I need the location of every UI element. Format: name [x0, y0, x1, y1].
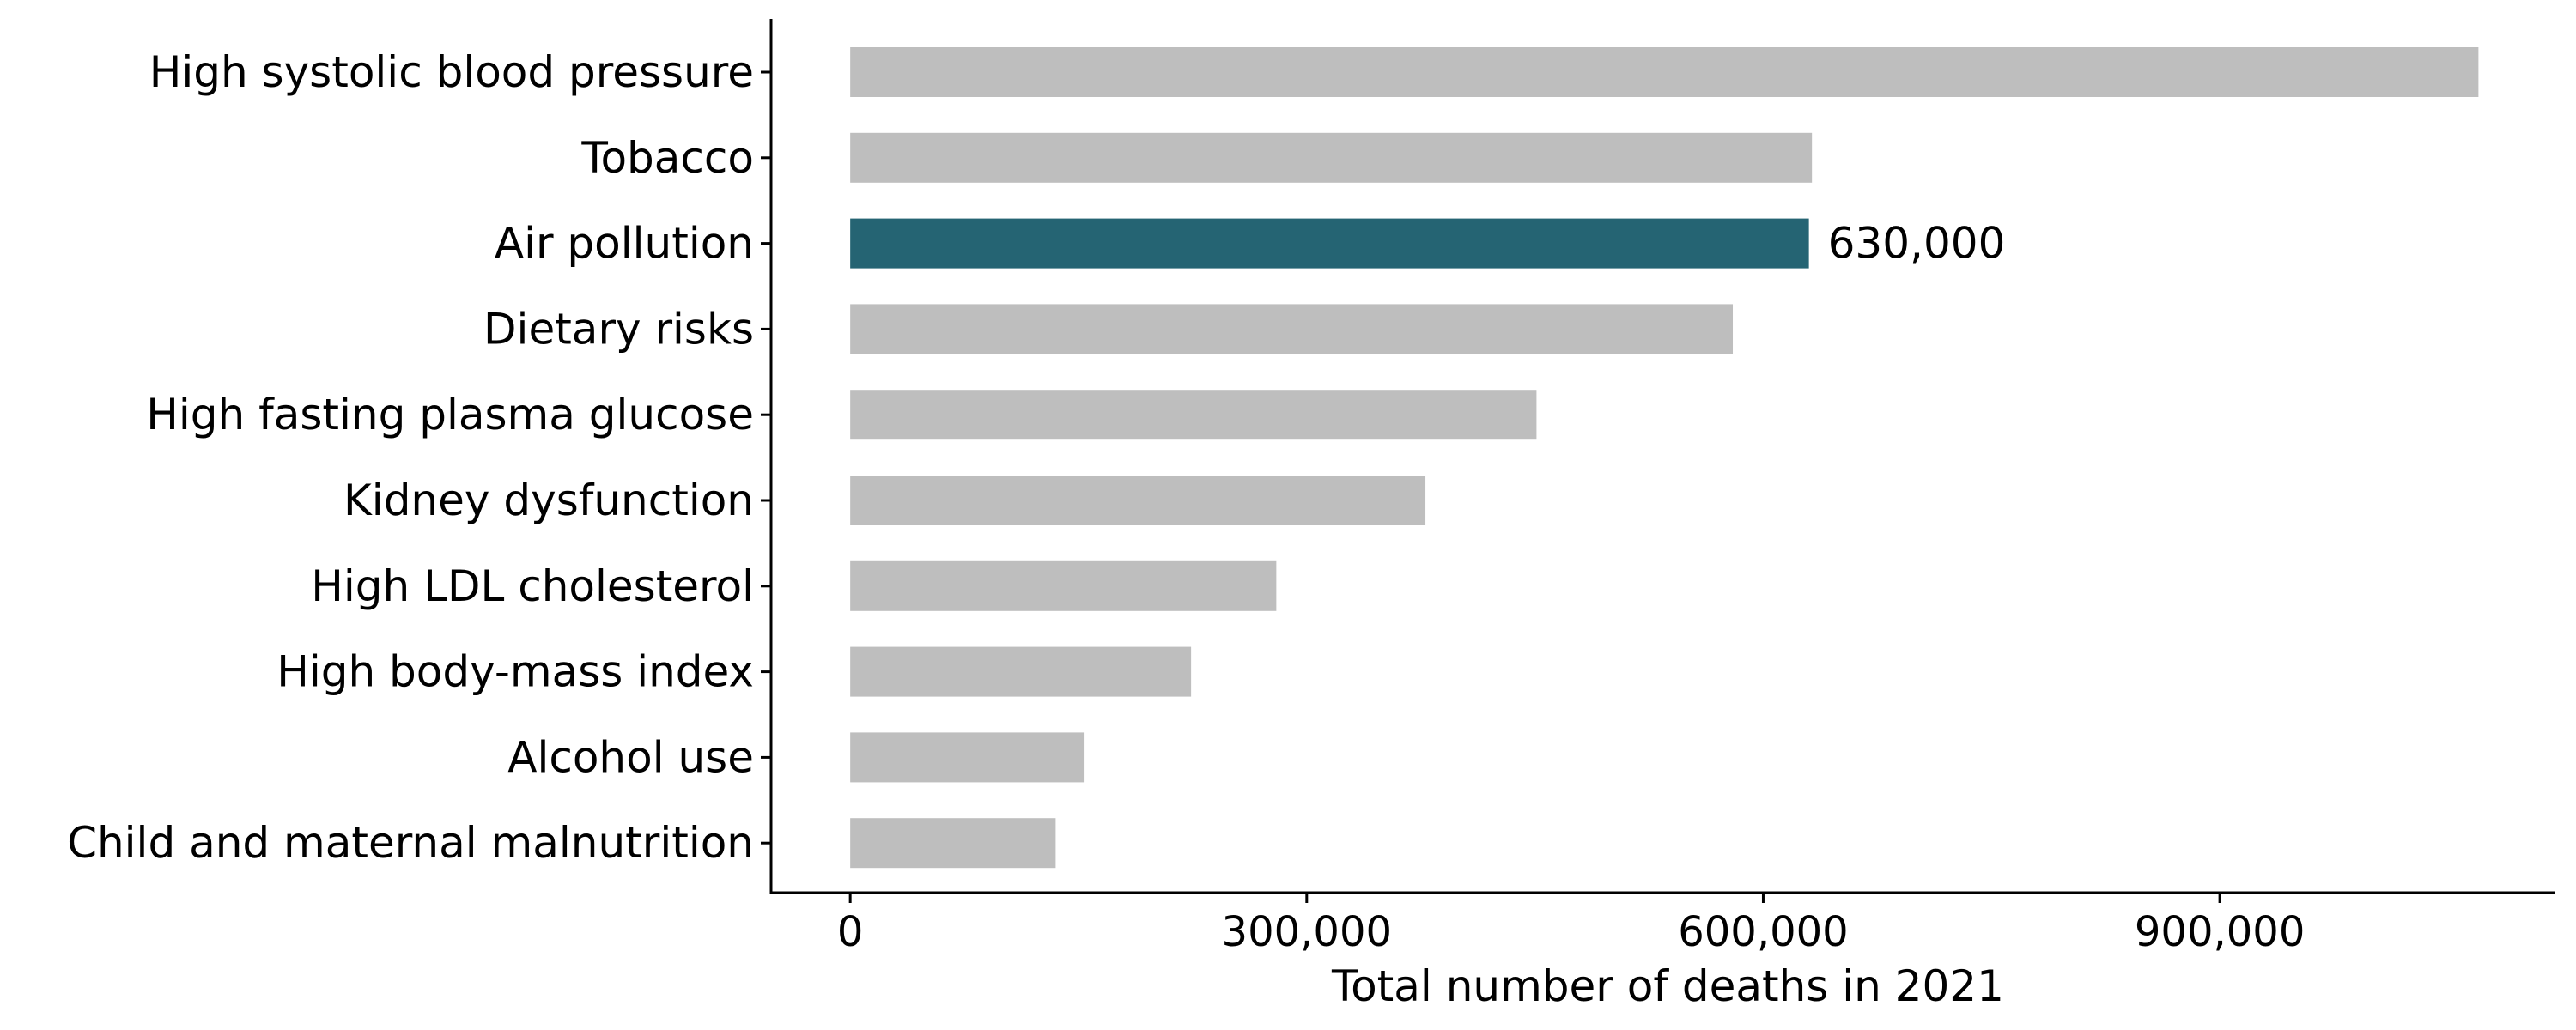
category-label: High systolic blood pressure [149, 47, 754, 97]
bar [850, 47, 2479, 97]
x-axis-title: Total number of deaths in 2021 [1331, 961, 2004, 1011]
bar [850, 132, 1813, 183]
category-label: Dietary risks [483, 304, 754, 354]
category-label: High LDL cholesterol [311, 561, 754, 611]
bar [850, 390, 1537, 440]
x-tick-label: 300,000 [1222, 908, 1393, 956]
category-label: Air pollution [495, 219, 754, 269]
category-labels: High systolic blood pressure Tobacco Air p… [67, 47, 2005, 868]
bar [850, 218, 1809, 269]
axes: 0 300,000 600,000 900,000 [761, 19, 2555, 956]
bar [850, 560, 1277, 611]
category-label: High body-mass index [276, 647, 754, 697]
category-label: Kidney dysfunction [343, 476, 754, 525]
bars-layer [850, 47, 2479, 869]
x-tick-label: 0 [837, 908, 864, 956]
category-label: Tobacco [580, 133, 754, 183]
data-label: 630,000 [1828, 219, 2006, 269]
x-tick-label: 900,000 [2135, 908, 2306, 956]
bar [850, 476, 1426, 525]
bar [850, 646, 1192, 697]
category-label: Child and maternal malnutrition [67, 818, 754, 868]
category-label: High fasting plasma glucose [146, 390, 754, 439]
category-label: Alcohol use [507, 732, 754, 782]
bar [850, 818, 1056, 869]
x-tick-label: 600,000 [1678, 908, 1849, 956]
bar [850, 732, 1085, 783]
bar [850, 304, 1734, 354]
